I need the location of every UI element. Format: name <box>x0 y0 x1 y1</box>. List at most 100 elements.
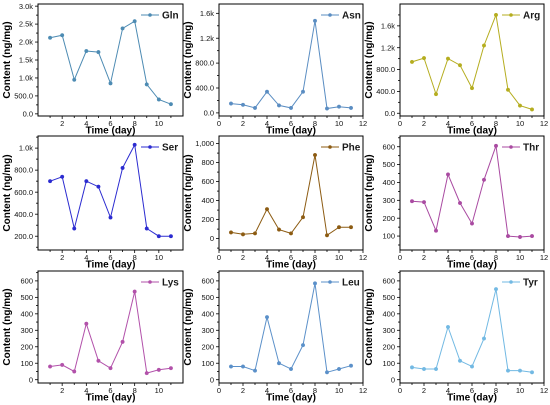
data-point <box>144 226 149 231</box>
plot-frame <box>399 135 545 251</box>
y-tick-label: 800.0 <box>14 166 33 175</box>
x-tick-label: 10 <box>516 386 524 395</box>
x-tick-label: 4 <box>84 386 88 395</box>
y-axis-label: Content (ng/mg) <box>364 154 375 231</box>
plot-frame <box>218 270 364 384</box>
legend-label: Phe <box>342 143 361 154</box>
data-point <box>60 174 65 179</box>
data-point <box>410 365 415 370</box>
x-tick-label: 12 <box>359 253 367 262</box>
data-point <box>156 97 161 102</box>
data-point <box>277 227 282 232</box>
data-point <box>301 343 306 348</box>
x-tick-label: 0 <box>217 253 221 262</box>
y-tick-label: 400 <box>201 309 214 318</box>
x-tick-label: 8 <box>133 119 137 128</box>
data-point <box>240 364 245 369</box>
data-point <box>265 207 270 212</box>
legend-label: Lys <box>162 278 179 289</box>
data-point <box>156 367 161 372</box>
data-point <box>84 49 89 54</box>
y-tick-label: 200.0 <box>14 232 33 241</box>
x-tick-label: 4 <box>84 119 88 128</box>
data-point <box>289 231 294 236</box>
y-tick-label: 1.2k <box>381 43 395 52</box>
data-point <box>494 287 499 292</box>
x-tick-label: 10 <box>516 119 524 128</box>
data-point <box>337 104 342 109</box>
x-tick-label: 2 <box>422 386 426 395</box>
data-point <box>120 26 125 31</box>
y-tick-label: 400 <box>382 178 395 187</box>
y-axis-label: Content (ng/mg) <box>183 21 194 98</box>
x-axis-label: Time (day) <box>447 393 497 404</box>
legend-label: Asn <box>342 11 361 22</box>
data-point <box>108 81 113 86</box>
y-tick-label: 500.0 <box>14 91 33 100</box>
data-point <box>108 366 113 371</box>
data-point <box>434 228 439 233</box>
x-axis-label: Time (day) <box>447 260 497 271</box>
x-tick-label: 12 <box>359 119 367 128</box>
x-tick-label: 2 <box>60 119 64 128</box>
x-tick-label: 8 <box>133 386 137 395</box>
x-tick-label: 10 <box>155 386 163 395</box>
chart-panel-ser: 2 4 6 8 10 200.0 400.0 600.0 800.0 1.0k Ser Time (d… <box>2 135 184 271</box>
x-tick-label: 2 <box>60 253 64 262</box>
legend-label: Leu <box>342 278 360 289</box>
x-tick-label: 4 <box>446 119 450 128</box>
data-point <box>228 101 233 106</box>
data-point <box>446 325 451 330</box>
data-point <box>494 12 499 17</box>
y-tick-label: 400.0 <box>376 87 395 96</box>
data-point <box>120 165 125 170</box>
y-tick-label: 400.0 <box>14 210 33 219</box>
y-tick-label: 100 <box>20 359 33 368</box>
y-tick-label: 1.0k <box>19 144 33 153</box>
y-tick-label: 2.5k <box>19 20 33 29</box>
series-line-phe <box>230 154 351 237</box>
data-point <box>84 321 89 326</box>
series-line-asn <box>230 20 352 110</box>
data-point <box>506 87 511 92</box>
data-point <box>84 179 89 184</box>
x-tick-label: 6 <box>108 119 112 128</box>
data-point <box>168 366 173 371</box>
data-point <box>410 199 415 204</box>
data-point <box>72 77 77 82</box>
legend-marker <box>328 145 332 149</box>
data-point <box>313 281 318 286</box>
x-tick-label: 10 <box>335 386 343 395</box>
plot-frame <box>37 135 184 251</box>
data-point <box>228 364 233 369</box>
data-point <box>132 289 137 294</box>
data-point <box>240 232 245 237</box>
series-line-ser <box>49 143 171 237</box>
x-tick-label: 8 <box>494 253 498 262</box>
data-point <box>470 221 475 226</box>
data-point <box>470 86 475 91</box>
data-point <box>301 89 306 94</box>
y-tick-label: 300 <box>382 196 395 205</box>
data-point <box>518 234 523 239</box>
data-point <box>422 200 427 205</box>
data-point <box>422 56 427 61</box>
series-line-gln <box>49 20 172 105</box>
data-point <box>265 315 270 320</box>
x-tick-label: 8 <box>494 119 498 128</box>
x-axis-label: Time (day) <box>266 393 316 404</box>
legend-marker <box>148 145 152 149</box>
y-tick-label: 800 <box>201 158 214 167</box>
x-tick-label: 12 <box>540 386 548 395</box>
data-point <box>72 369 77 374</box>
data-point <box>144 371 149 376</box>
data-point <box>252 231 257 236</box>
legend-label: Ser <box>162 143 178 154</box>
y-tick-label: 100 <box>201 359 214 368</box>
data-point <box>277 361 282 366</box>
data-point <box>458 201 463 206</box>
data-point <box>434 367 439 372</box>
legend-marker <box>509 145 513 149</box>
y-tick-label: 600 <box>20 276 33 285</box>
